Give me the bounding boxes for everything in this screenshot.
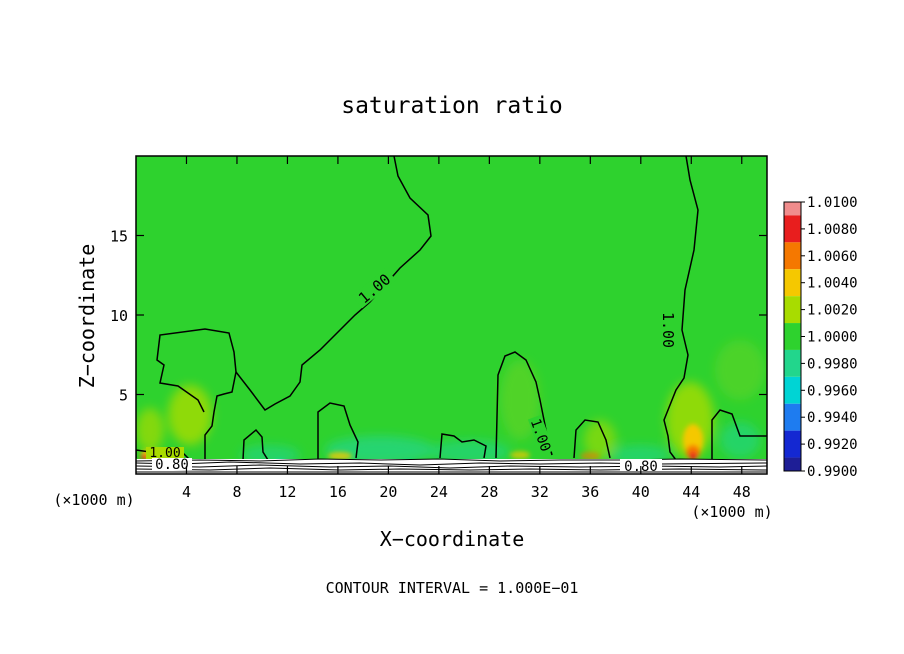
contour-1-00-bump2 xyxy=(317,402,359,460)
contour-1-00-bump5 xyxy=(573,419,611,459)
colorbar-swatch xyxy=(784,376,801,404)
colorbar-swatch xyxy=(784,269,801,297)
y-axis-label: Z−coordinate xyxy=(75,244,99,389)
x-tick-label: 16 xyxy=(329,483,347,501)
contour-lines xyxy=(136,156,767,461)
colorbar-swatch xyxy=(784,323,801,350)
contour-1-00-bump1 xyxy=(242,428,269,461)
y-tick-label: 5 xyxy=(119,387,128,405)
colorbar-label: 1.0040 xyxy=(807,276,858,292)
contour-label-group: 1.00 1.00 1.00 1.00 0.80 0.80 xyxy=(146,267,677,475)
x-tick-label: 24 xyxy=(430,483,448,501)
contour-1-00-bump3 xyxy=(439,433,487,459)
colorbar-swatch xyxy=(784,430,801,458)
y-tick-label: 10 xyxy=(110,307,128,325)
colorbar-label: 1.0060 xyxy=(807,249,858,265)
colorbar-swatch xyxy=(784,349,801,377)
x-unit-left: (×1000 m) xyxy=(53,491,134,509)
colorbar: 1.0100 1.0080 1.0060 1.0040 1.0020 1.0000 0.99… xyxy=(783,195,858,480)
x-unit-right: (×1000 m) xyxy=(691,503,772,521)
colorbar-swatch xyxy=(784,202,801,216)
colorbar-label: 0.9980 xyxy=(807,356,858,372)
x-tick-label: 20 xyxy=(379,483,397,501)
colorbar-swatch xyxy=(784,457,801,471)
x-tick-label: 44 xyxy=(682,483,700,501)
contour-1-00-main xyxy=(235,156,432,411)
x-tick-label: 12 xyxy=(278,483,296,501)
contour-interval-note: CONTOUR INTERVAL = 1.000E−01 xyxy=(326,579,579,597)
colorbar-swatch xyxy=(784,242,801,270)
colorbar-label: 0.9960 xyxy=(807,383,858,399)
x-tick-label: 32 xyxy=(531,483,549,501)
x-tick-label: 40 xyxy=(632,483,650,501)
y-axis-ticks: 5 10 15 xyxy=(110,228,767,405)
contour-label: 0.80 xyxy=(155,457,189,473)
colorbar-label: 0.9940 xyxy=(807,410,858,426)
x-axis-ticks: 4 8 12 16 20 24 28 32 36 40 44 48 xyxy=(182,156,751,501)
colorbar-swatch xyxy=(784,296,801,324)
y-tick-label: 15 xyxy=(110,228,128,246)
x-axis-label: X−coordinate xyxy=(380,527,525,551)
x-tick-label: 48 xyxy=(733,483,751,501)
colorbar-swatch xyxy=(784,215,801,243)
x-tick-label: 28 xyxy=(480,483,498,501)
colorbar-swatch xyxy=(784,403,801,431)
colorbar-label: 1.0000 xyxy=(807,330,858,346)
x-tick-label: 8 xyxy=(232,483,241,501)
contour-label: 1.00 xyxy=(149,446,180,461)
colorbar-label: 1.0080 xyxy=(807,222,858,238)
chart-title: saturation ratio xyxy=(341,93,563,119)
contour-1-00-right xyxy=(663,156,767,461)
colorbar-label: 1.0020 xyxy=(807,303,858,319)
colorbar-label: 0.9920 xyxy=(807,437,858,453)
contour-label: 1.00 xyxy=(659,312,677,348)
x-tick-label: 36 xyxy=(581,483,599,501)
colorbar-label: 1.0100 xyxy=(807,195,858,211)
colorbar-label: 0.9900 xyxy=(807,464,858,480)
x-tick-label: 4 xyxy=(182,483,191,501)
